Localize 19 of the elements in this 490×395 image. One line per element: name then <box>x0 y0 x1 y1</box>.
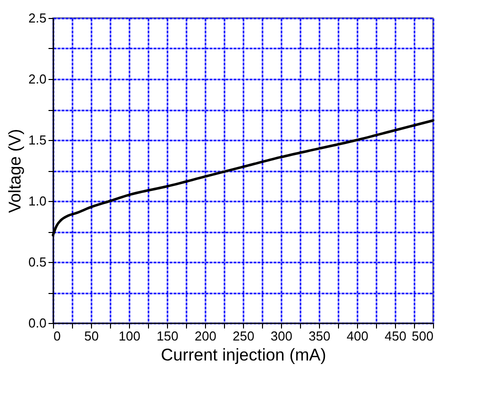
x-tick-label: 300 <box>270 328 292 344</box>
x-tick-label: 200 <box>194 328 216 344</box>
x-tick-label: 350 <box>308 328 330 344</box>
x-tick-label: 150 <box>156 328 178 344</box>
y-tick-label: 0.5 <box>28 254 46 270</box>
x-tick-label: 400 <box>346 328 368 344</box>
x-tick-label: 0 <box>54 328 61 344</box>
y-tick-label: 2.0 <box>28 72 46 86</box>
y-tick-label: 0.0 <box>28 316 46 330</box>
x-tick-label: 450 <box>384 328 406 344</box>
y-axis-title: Voltage (V) <box>5 128 24 214</box>
x-axis-title: Current injection (mA) <box>160 346 326 364</box>
x-tick-label: 50 <box>84 328 99 344</box>
y-tick-label: 1.5 <box>28 132 46 148</box>
x-tick-label: 100 <box>118 328 140 344</box>
y-tick-label: 2.5 <box>28 10 46 26</box>
x-tick-label: 250 <box>232 328 254 344</box>
y-tick-label: 1.0 <box>28 194 46 208</box>
x-tick-label: 500 <box>412 328 434 344</box>
